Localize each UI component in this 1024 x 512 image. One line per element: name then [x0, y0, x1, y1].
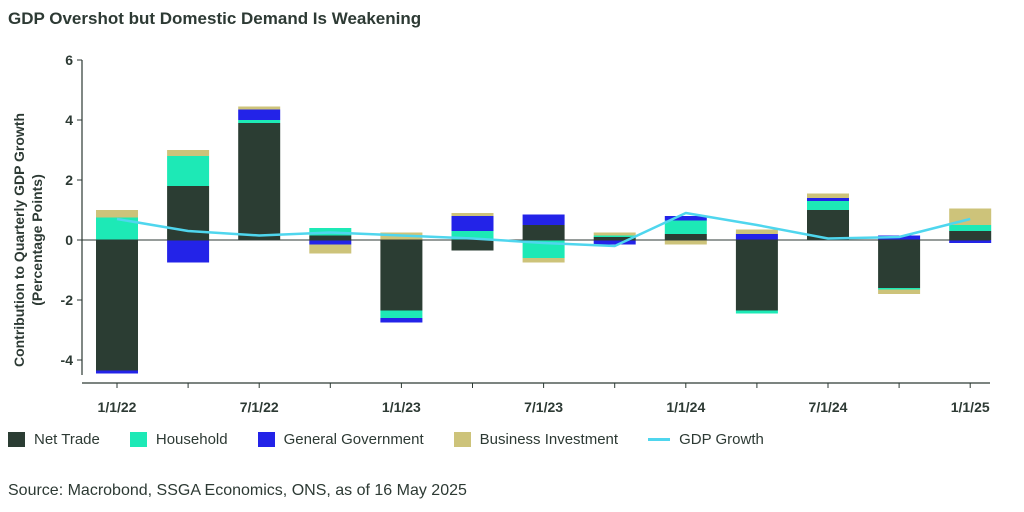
chart-title: GDP Overshot but Domestic Demand Is Weak…	[8, 9, 422, 28]
bar-business-investment-3	[309, 244, 352, 254]
legend-label-net-trade: Net Trade	[34, 431, 100, 448]
bar-net-trade-4	[380, 240, 423, 311]
legend-item-gdp-growth: GDP Growth	[648, 431, 764, 448]
bar-net-trade-9	[735, 240, 778, 311]
x-tick-label: 1/1/24	[666, 399, 705, 415]
legend-item-business-investment: Business Investment	[453, 431, 619, 448]
legend-item-household: Household	[129, 431, 228, 448]
bar-net-trade-3	[309, 235, 352, 240]
bar-general-government-12	[949, 240, 992, 243]
source-note: Source: Macrobond, SSGA Economics, ONS, …	[8, 482, 467, 499]
bar-household-4	[380, 310, 423, 318]
bar-household-0	[96, 217, 138, 240]
bar-household-9	[735, 310, 778, 314]
bar-household-8	[664, 220, 707, 234]
x-tick-label: 1/1/22	[98, 399, 137, 415]
bar-net-trade-7	[593, 237, 636, 240]
legend-swatch-general-government	[257, 432, 275, 447]
bar-general-government-8	[664, 216, 707, 221]
legend-label-general-government: General Government	[283, 431, 424, 448]
bar-net-trade-5	[451, 240, 494, 251]
x-tick-label: 7/1/24	[809, 399, 848, 415]
y-tick-label: 0	[65, 232, 73, 248]
y-tick-label: 4	[65, 112, 73, 128]
bar-business-investment-10	[807, 193, 849, 198]
bar-household-11	[878, 288, 921, 290]
bar-business-investment-0	[96, 210, 138, 218]
legend-label-business-investment: Business Investment	[479, 431, 619, 448]
stacked-bar-chart: -4 -2 0 2 4 6 Contribution to Quarterly GDP Gr…	[11, 52, 992, 415]
y-axis-title-line2: (Percentage Points)	[29, 174, 45, 305]
bar-general-government-2	[238, 109, 281, 120]
legend-label-household: Household	[155, 431, 228, 448]
legend-item-general-government: General Government	[257, 431, 424, 448]
bar-general-government-4	[380, 318, 423, 323]
bar-household-5	[451, 231, 494, 240]
bar-business-investment-2	[238, 106, 281, 110]
bar-business-investment-1	[167, 150, 210, 156]
bar-general-government-1	[167, 240, 210, 263]
bar-business-investment-7	[593, 232, 636, 236]
bar-net-trade-12	[949, 231, 992, 240]
bar-household-2	[238, 120, 281, 123]
y-axis-title-line1: Contribution to Quarterly GDP Growth	[11, 113, 27, 367]
bar-general-government-6	[522, 214, 565, 225]
legend-item-net-trade: Net Trade	[8, 431, 100, 448]
bar-general-government-3	[309, 240, 352, 245]
bar-household-12	[949, 225, 992, 231]
bar-net-trade-11	[878, 240, 921, 288]
bar-household-10	[807, 201, 849, 210]
gdp-growth-line	[116, 211, 971, 248]
bar-general-government-10	[807, 198, 849, 201]
bar-net-trade-8	[664, 234, 707, 240]
x-tick-label: 1/1/23	[382, 399, 421, 415]
bar-net-trade-2	[238, 123, 281, 240]
bar-business-investment-6	[522, 258, 565, 263]
bar-net-trade-0	[96, 240, 138, 371]
bar-general-government-7	[593, 240, 636, 245]
x-tick-label: 7/1/22	[240, 399, 279, 415]
legend-swatch-net-trade	[8, 432, 25, 447]
bar-general-government-9	[735, 234, 778, 240]
bar-general-government-5	[451, 216, 494, 231]
y-tick-label: -2	[61, 292, 74, 308]
legend-swatch-business-investment	[453, 432, 471, 447]
bar-business-investment-9	[735, 229, 778, 234]
x-tick-label: 1/1/25	[951, 399, 990, 415]
bar-business-investment-8	[664, 240, 707, 245]
legend-label-gdp-growth: GDP Growth	[679, 431, 764, 448]
y-tick-label: 6	[65, 52, 73, 68]
x-tick-label: 7/1/23	[524, 399, 563, 415]
bar-business-investment-11	[878, 289, 921, 294]
legend-swatch-gdp-growth	[648, 438, 671, 441]
legend-swatch-household	[129, 432, 147, 447]
bar-net-trade-6	[522, 225, 565, 240]
y-tick-label: -4	[61, 352, 74, 368]
y-tick-label: 2	[65, 172, 73, 188]
bar-household-1	[167, 156, 210, 186]
legend: Net Trade Household General Government B…	[8, 431, 794, 448]
bar-household-7	[593, 235, 636, 237]
bar-general-government-0	[96, 370, 138, 374]
bar-business-investment-5	[451, 213, 494, 216]
